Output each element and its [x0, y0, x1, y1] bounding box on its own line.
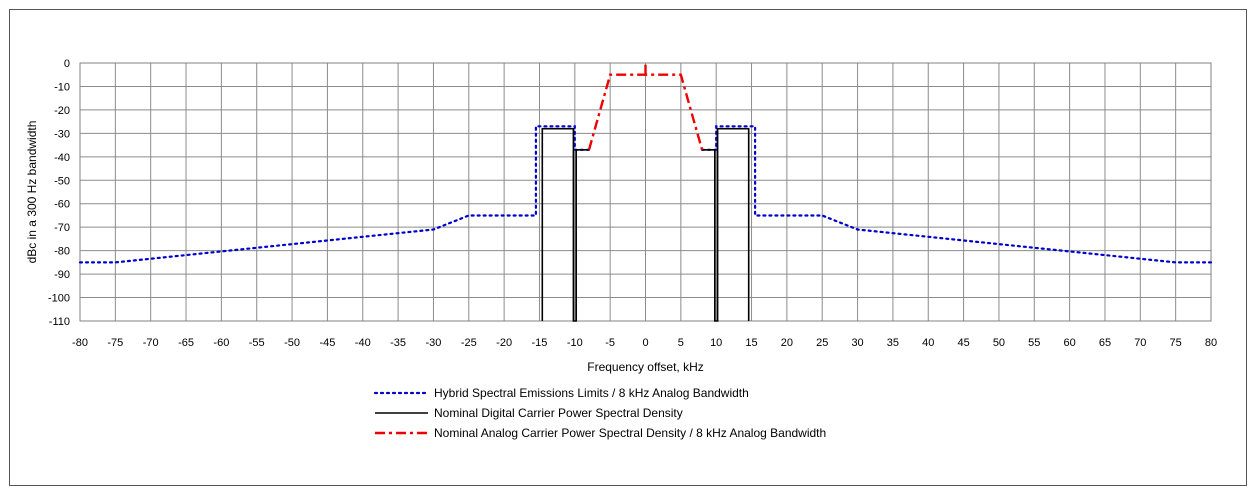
x-tick-label: 65 — [1099, 337, 1111, 349]
x-tick-label: 80 — [1205, 337, 1217, 349]
y-tick-label: -60 — [54, 199, 70, 211]
x-tick-label: -15 — [532, 337, 548, 349]
legend-label: Hybrid Spectral Emissions Limits / 8 kHz… — [434, 386, 749, 400]
x-tick-label: -10 — [567, 337, 583, 349]
y-tick-label: -80 — [54, 246, 70, 258]
x-tick-label: 35 — [887, 337, 899, 349]
x-tick-label: -5 — [605, 337, 615, 349]
y-axis-title: dBc in a 300 Hz bandwidth — [25, 121, 39, 264]
series-group — [78, 63, 1213, 322]
x-tick-label: -75 — [107, 337, 123, 349]
x-tick-label: -40 — [355, 337, 371, 349]
plot-area — [79, 62, 1212, 322]
x-tick-label: 5 — [678, 337, 684, 349]
x-tick-label: 10 — [710, 337, 722, 349]
x-tick-label: 20 — [781, 337, 793, 349]
x-tick-label: -80 — [72, 337, 88, 349]
y-tick-label: -20 — [54, 105, 70, 117]
y-axis-ticks: 0 -10 -20 -30 -40 -50 -60 -70 -80 -90 -100 -110 — [48, 58, 70, 328]
x-tick-label: -70 — [143, 337, 159, 349]
x-tick-label: -35 — [390, 337, 406, 349]
x-tick-label: -30 — [425, 337, 441, 349]
x-tick-label: 0 — [642, 337, 648, 349]
x-tick-label: 25 — [816, 337, 828, 349]
y-tick-label: -10 — [54, 81, 70, 93]
plot-border — [79, 62, 1212, 322]
x-tick-label: -20 — [496, 337, 512, 349]
x-tick-label: 70 — [1134, 337, 1146, 349]
y-tick-label: -90 — [54, 269, 70, 281]
x-tick-label: 40 — [922, 337, 934, 349]
y-tick-label: -30 — [54, 128, 70, 140]
x-tick-label: 50 — [993, 337, 1005, 349]
series-line-dotted — [78, 125, 591, 264]
y-tick-label: -100 — [48, 293, 70, 305]
y-tick-label: -70 — [54, 222, 70, 234]
y-tick-label: -40 — [54, 152, 70, 164]
legend-label: Nominal Digital Carrier Power Spectral D… — [434, 406, 683, 420]
x-tick-label: 30 — [851, 337, 863, 349]
chart-frame — [9, 9, 1247, 486]
x-tick-label: -50 — [284, 337, 300, 349]
series-line-dotted — [700, 125, 1213, 264]
x-tick-label: -45 — [319, 337, 335, 349]
series-line-solid — [541, 127, 589, 322]
x-tick-label: -60 — [213, 337, 229, 349]
x-tick-label: 45 — [957, 337, 969, 349]
x-axis-ticks: -80 -75 -70 -65 -60 -55 -50 -45 -40 -35 -30 -25 -20-… — [72, 337, 1217, 349]
x-tick-label: 15 — [745, 337, 757, 349]
grid — [79, 62, 1212, 322]
y-tick-label: -110 — [49, 316, 70, 328]
legend-label: Nominal Analog Carrier Power Spectral De… — [434, 426, 826, 440]
x-tick-label: -65 — [178, 337, 194, 349]
series-line-solid — [702, 127, 750, 322]
x-axis-title: Frequency offset, kHz — [587, 360, 704, 374]
legend: Hybrid Spectral Emissions Limits / 8 kHz… — [373, 386, 826, 440]
x-tick-label: 55 — [1028, 337, 1040, 349]
x-tick-label: 75 — [1170, 337, 1182, 349]
x-tick-label: -55 — [249, 337, 265, 349]
y-tick-label: 0 — [64, 58, 70, 70]
x-tick-label: 60 — [1064, 337, 1076, 349]
y-tick-label: -50 — [54, 175, 70, 187]
x-tick-label: -25 — [461, 337, 477, 349]
